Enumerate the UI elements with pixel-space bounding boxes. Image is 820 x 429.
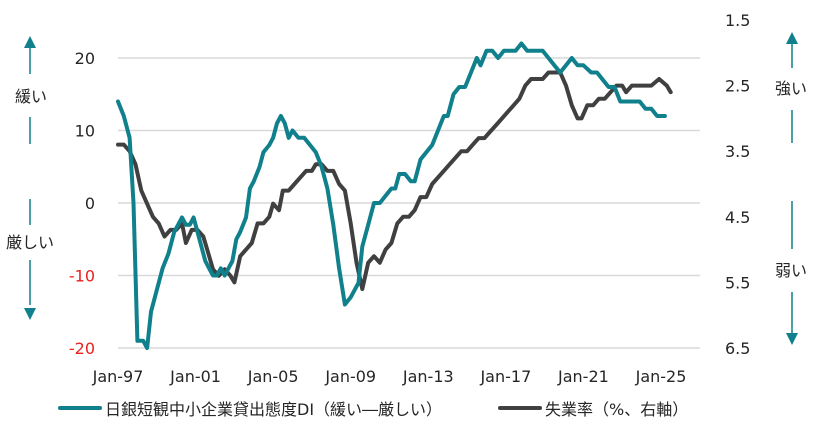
left-down-arrow-icon: [24, 199, 36, 320]
right-down-arrow-icon: [786, 201, 798, 345]
x-axis-ticks: Jan-97 Jan-01 Jan-05 Jan-09 Jan-13 Jan-17 Jan-…: [92, 367, 687, 386]
right-tick-label: 6.5: [725, 339, 750, 358]
left-up-label: 緩い: [15, 87, 47, 106]
legend-item-lending-di: 日銀短観中小企業貸出態度DI（緩い―厳しい）: [58, 396, 442, 420]
legend-label-lending-di: 日銀短観中小企業貸出態度DI（緩い―厳しい）: [105, 400, 443, 419]
lending-di-line: [116, 41, 667, 350]
right-up-arrow-icon: [786, 32, 798, 143]
unemployment-line: [116, 70, 673, 291]
x-tick-label: Jan-25: [635, 367, 687, 386]
gridlines: [118, 57, 700, 349]
x-tick-label: Jan-01: [169, 367, 221, 386]
left-tick-label: 20: [75, 49, 95, 68]
left-down-label: 厳しい: [6, 233, 54, 252]
legend-item-unemployment: 失業率（%、右軸）: [498, 396, 688, 420]
right-tick-label: 4.5: [725, 208, 750, 227]
x-tick-label: Jan-09: [324, 367, 376, 386]
left-tick-label: -10: [69, 267, 95, 286]
right-tick-label: 3.5: [725, 142, 750, 161]
left-tick-label: -20: [69, 339, 95, 358]
right-up-label: 強い: [775, 79, 807, 98]
left-tick-label: 0: [85, 194, 95, 213]
right-tick-label: 1.5: [725, 11, 750, 30]
x-tick-label: Jan-05: [247, 367, 299, 386]
legend-swatch-teal: [58, 406, 102, 410]
right-tick-label: 5.5: [725, 273, 750, 292]
legend-swatch-dark: [498, 406, 543, 410]
x-tick-label: Jan-97: [92, 367, 144, 386]
x-tick-label: Jan-13: [402, 367, 454, 386]
series-lines: [116, 41, 673, 350]
legend: 日銀短観中小企業貸出態度DI（緩い―厳しい） 失業率（%、右軸）: [58, 396, 744, 420]
right-down-label: 弱い: [775, 261, 807, 280]
legend-label-unemployment: 失業率（%、右軸）: [545, 400, 689, 419]
left-tick-label: 10: [75, 122, 95, 141]
x-tick-label: Jan-17: [479, 367, 531, 386]
right-tick-label: 2.5: [725, 77, 750, 96]
left-up-arrow-icon: [24, 36, 36, 144]
x-tick-label: Jan-21: [557, 367, 609, 386]
right-y-axis-ticks: 1.5 2.5 3.5 4.5 5.5 6.5: [725, 11, 750, 358]
left-y-axis-ticks: 20 10 0 -10 -20: [69, 49, 95, 358]
